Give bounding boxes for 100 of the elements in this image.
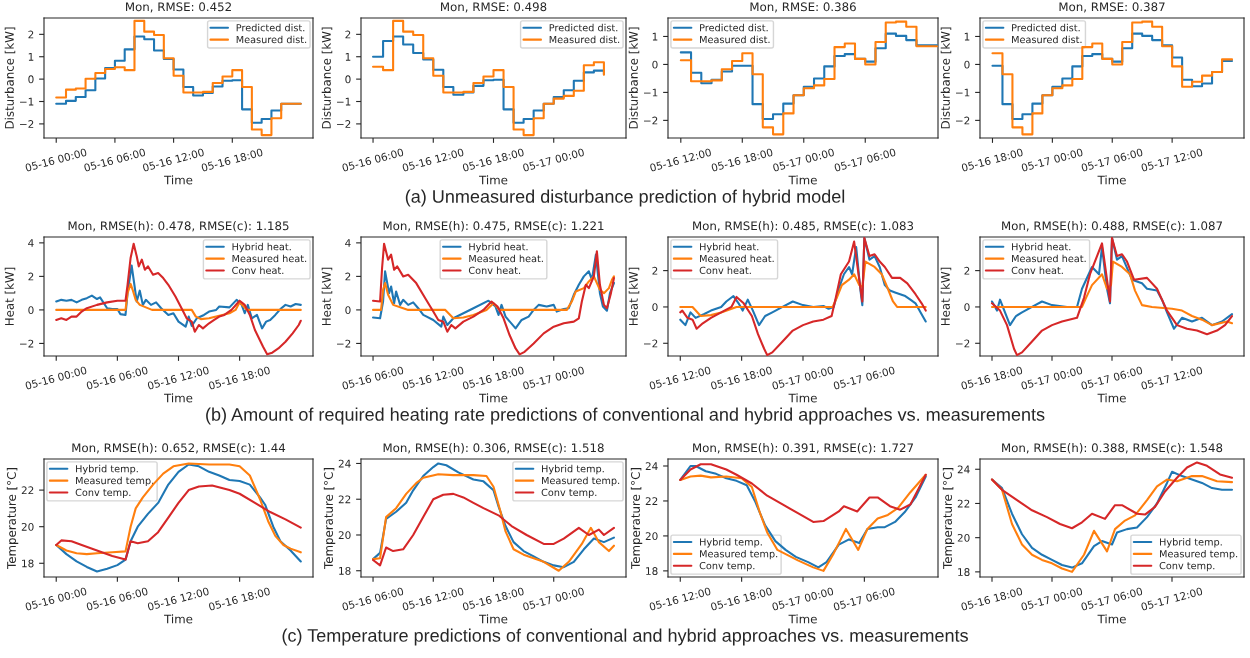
x-axis-title: Time [788, 393, 817, 403]
legend-label: Measured heat. [232, 254, 307, 263]
legend-label: Conv heat. [1011, 266, 1063, 275]
y-tick-label: 18 [646, 567, 658, 575]
y-tick-label: 2 [652, 266, 658, 275]
legend-label: Predicted dist. [549, 23, 618, 32]
legend-label: Measured heat. [469, 254, 543, 263]
y-tick-label: 1 [652, 32, 658, 41]
legend-label: Hybrid temp. [76, 464, 138, 475]
legend-label: Conv heat. [699, 266, 751, 275]
y-tick-label: 24 [645, 462, 658, 470]
legend-label: Measured heat. [1012, 254, 1086, 263]
y-axis-title: Disturbance [kW] [940, 27, 952, 129]
y-tick-label: −2 [20, 339, 34, 348]
y-tick-label: 0 [28, 306, 34, 315]
y-axis-title: Heat [kW] [4, 267, 16, 326]
legend-label: Hybrid heat. [700, 242, 759, 253]
y-tick-label: 20 [957, 533, 970, 542]
y-tick-label: −2 [644, 116, 658, 125]
legend-label: Predicted dist. [700, 23, 768, 32]
y-tick-label: 0 [964, 303, 970, 312]
legend-label: Hybrid temp. [700, 538, 762, 548]
legend-label: Hybrid heat. [232, 242, 291, 253]
x-tick-label: 05-16 06:00 [86, 587, 149, 611]
y-tick-label: 0 [652, 60, 658, 69]
x-tick-label: 05-16 00:00 [24, 587, 88, 611]
chart-title: Mon, RMSE: 0.452 [126, 2, 231, 13]
x-tick-label: 05-16 12:00 [648, 587, 712, 611]
y-axis-title: Disturbance [kW] [628, 27, 640, 129]
legend-label: Measured dist. [549, 35, 620, 44]
chart-title: Mon, RMSE(h): 0.391, RMSE(c): 1.727 [693, 443, 914, 454]
x-tick-label: 05-16 06:00 [86, 366, 149, 390]
x-axis-title: Time [479, 614, 508, 624]
legend-label: Conv temp. [699, 561, 755, 572]
y-tick-label: 2 [28, 272, 34, 281]
y-tick-label: 20 [645, 532, 658, 541]
y-axis-title: Heat [kW] [321, 267, 333, 326]
legend-label: Measured temp. [700, 549, 778, 560]
legend-label: Conv heat. [232, 266, 284, 275]
chart-title: Mon, RMSE(h): 0.306, RMSE(c): 1.518 [383, 443, 604, 454]
y-tick-label: 0 [28, 75, 34, 84]
chart-title: Mon, RMSE(h): 0.488, RMSE(c): 1.087 [1002, 221, 1223, 232]
text: (b) Amount of required heating rate predictions of conventional and hybrid approaches vs. measurements [206, 407, 1045, 425]
y-tick-label: 2 [345, 30, 351, 39]
y-tick-label: −2 [20, 120, 34, 128]
legend-label: Conv temp. [75, 488, 131, 498]
x-axis-title: Time [479, 393, 508, 403]
x-tick-label: 05-16 12:00 [648, 366, 712, 390]
y-axis-title: Temperature [°C] [942, 468, 955, 569]
y-tick-label: 2 [964, 266, 970, 275]
x-axis-title: Time [164, 175, 193, 185]
y-tick-label: 22 [957, 499, 970, 508]
y-axis-title: Disturbance [kW] [321, 27, 333, 129]
chart-title: Mon, RMSE(h): 0.485, RMSE(c): 1.083 [693, 221, 914, 232]
legend-label: Measured temp. [76, 476, 154, 487]
x-axis-title: Time [1097, 175, 1126, 185]
legend-label: Hybrid temp. [542, 464, 604, 475]
x-axis-title: Time [1097, 614, 1126, 624]
y-axis-title: Temperature [°C] [323, 468, 336, 569]
text: (c) Temperature predictions of conventional and hybrid approaches vs. measurements [282, 628, 968, 646]
x-axis-title: Time [164, 614, 193, 624]
legend-label: Hybrid heat. [1012, 242, 1071, 253]
y-tick-label: 1 [964, 32, 970, 41]
x-tick-label: 05-17 00:00 [772, 148, 835, 172]
chart-title: Mon, RMSE(h): 0.478, RMSE(c): 1.185 [68, 221, 289, 232]
y-tick-label: 0 [652, 303, 658, 312]
y-axis-title: Temperature [°C] [630, 468, 643, 569]
y-tick-label: 0 [345, 306, 351, 315]
y-tick-label: −2 [337, 120, 351, 128]
y-tick-label: −1 [956, 88, 970, 97]
y-tick-label: −1 [337, 97, 351, 106]
x-tick-label: 05-16 12:00 [147, 587, 210, 611]
y-tick-label: −1 [644, 88, 658, 97]
y-tick-label: −2 [956, 339, 970, 348]
y-axis-title: Heat [kW] [940, 267, 952, 326]
chart-title: Mon, RMSE(h): 0.652, RMSE(c): 1.44 [72, 443, 286, 454]
legend-label: Measured dist. [236, 35, 307, 44]
chart-title: Mon, RMSE: 0.386 [750, 2, 856, 13]
x-axis-title: Time [788, 614, 817, 624]
y-tick-label: −2 [644, 339, 658, 348]
chart-title: Mon, RMSE: 0.387 [1059, 2, 1165, 13]
y-tick-label: 18 [339, 566, 351, 575]
y-tick-label: 22 [338, 495, 351, 504]
y-tick-label: 18 [958, 568, 970, 576]
y-tick-label: 24 [338, 459, 351, 468]
legend-label: Conv temp. [541, 488, 597, 498]
legend-label: Predicted dist. [1012, 23, 1080, 32]
legend-label: Measured dist. [1012, 35, 1082, 44]
x-axis-title: Time [164, 393, 193, 403]
y-tick-label: −2 [337, 339, 351, 348]
x-axis-title: Time [1097, 393, 1126, 403]
legend-label: Hybrid temp. [1160, 538, 1222, 548]
x-tick-label: 05-17 00:00 [771, 587, 834, 611]
legend-label: Conv temp. [1159, 561, 1215, 572]
legend-label: Measured temp. [542, 476, 620, 487]
y-tick-label: 22 [645, 497, 658, 505]
x-tick-label: 05-16 18:00 [208, 587, 271, 611]
x-tick-label: 05-17 06:00 [833, 587, 896, 611]
x-tick-label: 05-16 18:00 [710, 148, 774, 172]
legend-label: Predicted dist. [236, 23, 305, 32]
